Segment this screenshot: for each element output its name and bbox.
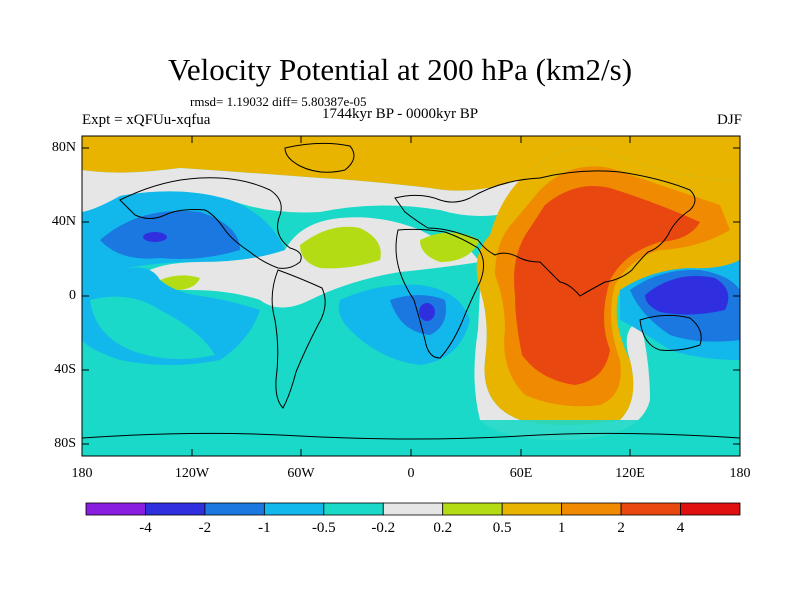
stats-text: rmsd= 1.19032 diff= 5.80387e-05 xyxy=(190,94,367,109)
colorbar-swatch xyxy=(263,502,325,516)
colorbar-label: -0.5 xyxy=(311,520,336,536)
lat-label-80s: 80S xyxy=(54,436,76,451)
lon-label-120e: 120E xyxy=(615,466,645,481)
colorbar-swatch xyxy=(323,502,384,516)
lon-label-60e: 60E xyxy=(509,466,533,481)
colorbar xyxy=(85,502,741,516)
colorbar-swatch xyxy=(620,502,681,516)
lon-label-120w: 120W xyxy=(174,466,210,481)
colorbar-label: 2 xyxy=(617,520,625,536)
colorbar-label: -0.2 xyxy=(371,520,396,536)
lon-label-60w: 60W xyxy=(287,466,315,481)
colorbar-label: 0.2 xyxy=(433,520,453,536)
colorbar-swatch xyxy=(442,502,503,516)
colorbar-swatch xyxy=(561,502,622,516)
lat-label-80n: 80N xyxy=(51,140,76,155)
period-text: 1744kyr BP - 0000kyr BP xyxy=(321,106,479,122)
colorbar-label: 0.5 xyxy=(492,520,512,536)
lon-label-180e: 180 xyxy=(729,466,751,481)
colorbar-label: 1 xyxy=(557,520,566,536)
colorbar-label: -4 xyxy=(139,520,152,536)
map-title: Velocity Potential at 200 hPa (km2/s) xyxy=(167,52,633,87)
axis-ticks xyxy=(81,136,741,456)
colorbar-label: -2 xyxy=(198,520,212,536)
lat-label-40n: 40N xyxy=(51,214,76,229)
colorbar-swatch xyxy=(382,502,444,516)
colorbar-label: -1 xyxy=(258,520,271,536)
colorbar-swatch xyxy=(680,502,741,516)
experiment-label: Expt = xQFUu-xqfua xyxy=(82,112,211,128)
colorbar-swatch xyxy=(501,502,563,516)
colorbar-swatch xyxy=(85,502,146,516)
lat-label-40s: 40S xyxy=(54,362,76,377)
lon-label-180w: 180 xyxy=(71,466,93,481)
lon-label-0: 0 xyxy=(407,466,415,481)
coastlines xyxy=(82,142,740,440)
lat-label-0: 0 xyxy=(69,288,76,303)
colorbar-swatch xyxy=(204,502,265,516)
colorbar-label: 4 xyxy=(676,520,685,536)
colorbar-swatch xyxy=(145,502,206,516)
season-label: DJF xyxy=(716,112,742,128)
